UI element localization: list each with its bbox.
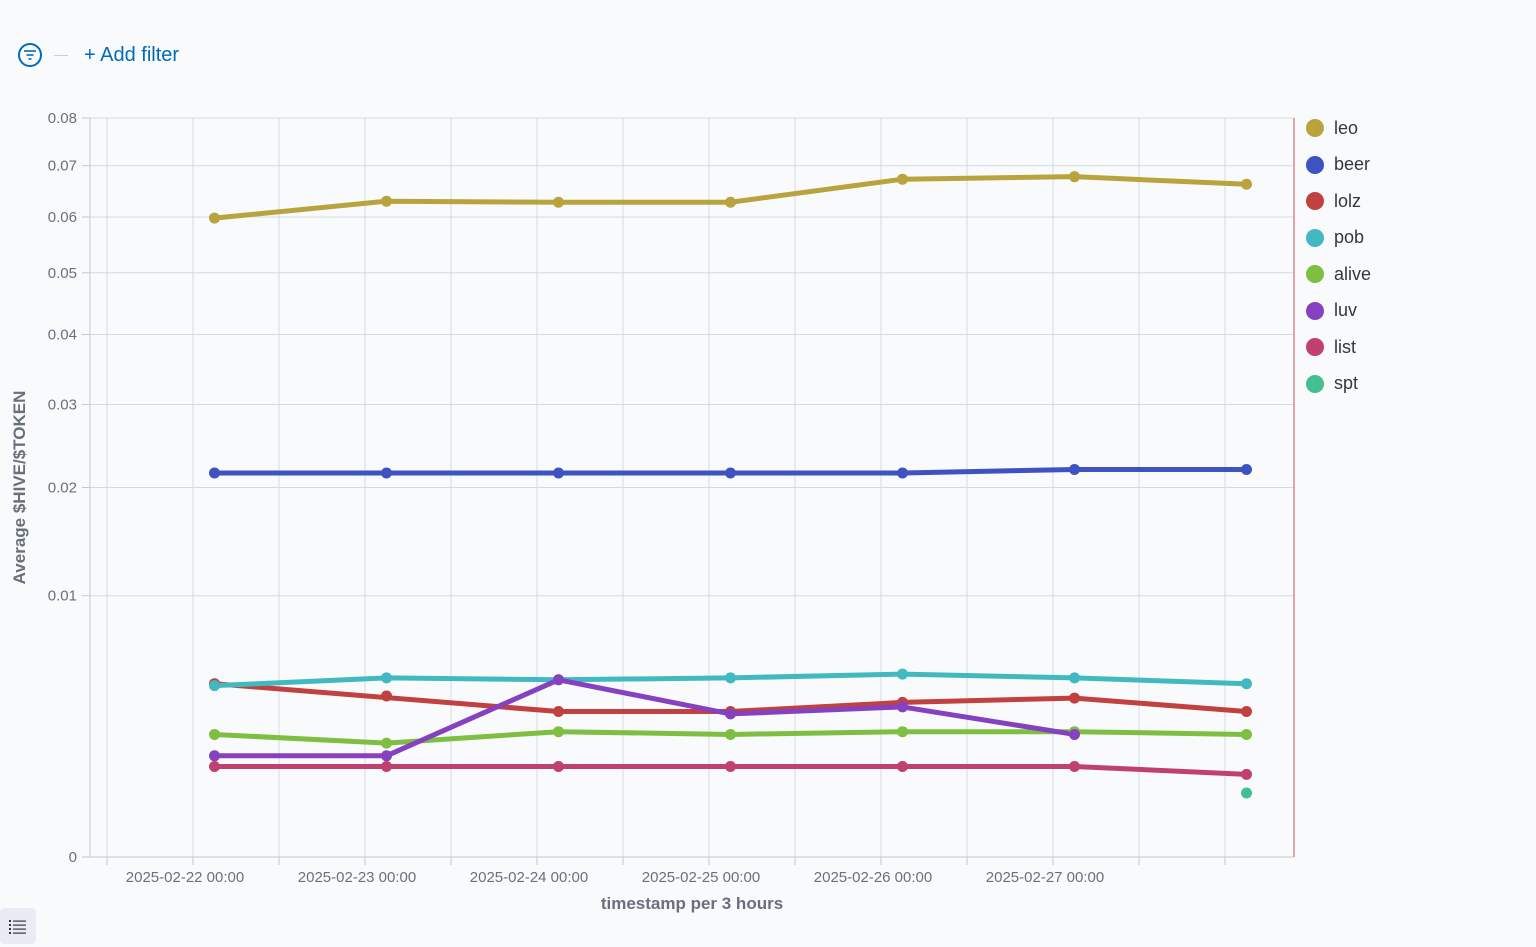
data-point-list <box>381 760 392 772</box>
data-point-beer <box>1241 463 1252 475</box>
legend-label: alive <box>1334 263 1372 284</box>
data-point-beer <box>897 467 908 479</box>
legend-item-list[interactable]: list <box>1306 329 1371 366</box>
x-tick-label: 2025-02-27 00:00 <box>986 869 1104 886</box>
legend-swatch <box>1306 338 1324 357</box>
legend-swatch <box>1306 155 1324 174</box>
data-point-list <box>897 760 908 772</box>
data-point-luv <box>897 701 908 713</box>
data-point-alive <box>553 726 564 738</box>
legend-swatch <box>1306 374 1324 393</box>
data-point-list <box>553 760 564 772</box>
legend-item-alive[interactable]: alive <box>1306 256 1371 293</box>
x-tick-label: 2025-02-25 00:00 <box>642 869 760 886</box>
data-point-pob <box>1069 672 1080 684</box>
legend-item-leo[interactable]: leo <box>1306 110 1371 147</box>
data-point-beer <box>1069 463 1080 475</box>
legend-swatch <box>1306 228 1324 247</box>
data-point-list <box>725 760 736 772</box>
data-point-leo <box>553 196 564 208</box>
x-tick-label: 2025-02-24 00:00 <box>470 869 588 886</box>
filter-bar: + Add filter <box>16 38 179 72</box>
y-tick-label: 0.06 <box>48 209 77 226</box>
data-point-pob <box>1241 678 1252 690</box>
legend-swatch <box>1306 265 1324 284</box>
y-tick-label: 0.04 <box>48 326 77 343</box>
data-point-leo <box>1069 171 1080 183</box>
legend-item-spt[interactable]: spt <box>1306 366 1371 403</box>
y-tick-label: 0 <box>69 849 77 866</box>
data-point-alive <box>897 726 908 738</box>
series-line-luv <box>212 677 1077 759</box>
data-point-pob <box>897 668 908 680</box>
data-point-pob <box>381 672 392 684</box>
data-point-beer <box>725 467 736 479</box>
data-point-list <box>1069 760 1080 772</box>
data-point-lolz <box>1069 692 1080 704</box>
legend-item-beer[interactable]: beer <box>1306 147 1371 184</box>
legend-toggle-button[interactable] <box>0 908 36 944</box>
data-point-beer <box>209 467 220 479</box>
data-point-pob <box>209 680 220 692</box>
data-point-luv <box>1069 728 1080 740</box>
y-tick-label: 0.03 <box>48 396 77 413</box>
y-tick-label: 0.07 <box>48 158 77 175</box>
data-point-lolz <box>1241 706 1252 718</box>
filter-divider <box>54 54 68 56</box>
legend-label: spt <box>1334 373 1359 394</box>
data-point-lolz <box>553 706 564 718</box>
add-filter-button[interactable]: + Add filter <box>84 43 180 66</box>
legend-label: luv <box>1334 300 1358 321</box>
y-tick-label: 0.05 <box>48 265 77 282</box>
legend-item-lolz[interactable]: lolz <box>1306 183 1371 220</box>
data-point-lolz <box>381 690 392 702</box>
data-point-beer <box>381 467 392 479</box>
y-tick-label: 0.01 <box>48 588 77 605</box>
legend-item-pob[interactable]: pob <box>1306 220 1371 257</box>
data-point-luv <box>381 750 392 762</box>
list-icon <box>9 920 26 934</box>
data-point-leo <box>1241 178 1252 190</box>
legend-label: leo <box>1334 117 1359 138</box>
data-point-leo <box>897 173 908 185</box>
legend-item-luv[interactable]: luv <box>1306 293 1371 330</box>
data-point-leo <box>381 195 392 207</box>
data-point-alive <box>209 728 220 740</box>
data-point-luv <box>209 750 220 762</box>
legend-swatch <box>1306 301 1324 320</box>
data-point-alive <box>381 737 392 749</box>
data-point-leo <box>209 212 220 224</box>
data-point-alive <box>1241 728 1252 740</box>
data-point-pob <box>725 672 736 684</box>
data-point-luv <box>553 674 564 686</box>
filter-icon[interactable] <box>18 43 42 67</box>
y-tick-label: 0.02 <box>48 480 77 497</box>
data-point-leo <box>725 196 736 208</box>
legend-swatch <box>1306 192 1324 211</box>
x-tick-label: 2025-02-23 00:00 <box>298 869 416 886</box>
x-axis-title: timestamp per 3 hours <box>601 894 783 913</box>
y-tick-label: 0.08 <box>48 110 77 127</box>
x-tick-label: 2025-02-26 00:00 <box>814 869 932 886</box>
data-point-spt <box>1241 787 1252 799</box>
chart-legend: leo beer lolz pob alive luv list spt <box>1306 110 1371 402</box>
data-point-beer <box>553 467 564 479</box>
legend-label: lolz <box>1334 190 1362 211</box>
data-point-list <box>1241 768 1252 780</box>
data-point-luv <box>725 708 736 720</box>
data-point-list <box>209 760 220 772</box>
x-tick-label: 2025-02-22 00:00 <box>126 869 244 886</box>
legend-label: list <box>1334 336 1356 357</box>
data-point-alive <box>725 728 736 740</box>
legend-label: pob <box>1334 227 1365 248</box>
legend-swatch <box>1306 119 1324 138</box>
y-axis-title: Average $HIVE/$TOKEN <box>10 391 29 585</box>
legend-label: beer <box>1334 154 1371 175</box>
